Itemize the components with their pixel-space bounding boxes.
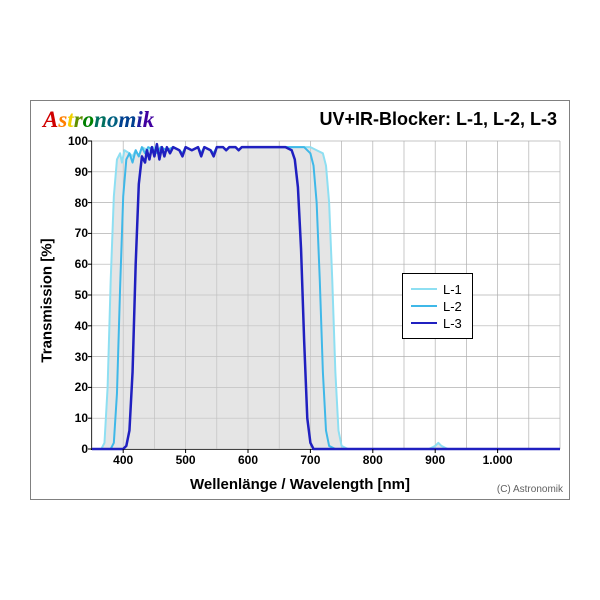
y-tick-label: 80 xyxy=(58,196,88,210)
plot-area: L-1L-2L-3 010203040506070809010040050060… xyxy=(91,141,560,450)
x-tick-label: 600 xyxy=(238,453,258,467)
x-tick-label: 800 xyxy=(363,453,383,467)
x-tick-label: 500 xyxy=(176,453,196,467)
y-tick-label: 60 xyxy=(58,257,88,271)
y-tick-label: 70 xyxy=(58,226,88,240)
legend-label: L-1 xyxy=(443,282,462,297)
legend-item: L-1 xyxy=(411,281,462,297)
y-tick-label: 100 xyxy=(58,134,88,148)
legend-label: L-2 xyxy=(443,299,462,314)
y-tick-label: 40 xyxy=(58,319,88,333)
legend: L-1 L-2 L-3 xyxy=(402,273,473,339)
x-tick-label: 400 xyxy=(113,453,133,467)
x-tick-label: 700 xyxy=(300,453,320,467)
y-tick-label: 20 xyxy=(58,380,88,394)
y-tick-label: 90 xyxy=(58,165,88,179)
copyright-text: (C) Astronomik xyxy=(497,484,563,495)
legend-swatch xyxy=(411,305,437,307)
legend-item: L-3 xyxy=(411,315,462,331)
legend-item: L-2 xyxy=(411,298,462,314)
y-tick-label: 0 xyxy=(58,442,88,456)
y-tick-label: 10 xyxy=(58,411,88,425)
x-tick-label: 900 xyxy=(425,453,445,467)
x-axis-label: Wellenlänge / Wavelength [nm] xyxy=(31,476,569,493)
y-tick-label: 50 xyxy=(58,288,88,302)
chart-svg xyxy=(92,141,560,449)
legend-swatch xyxy=(411,322,437,324)
chart-panel: Astronomik UV+IR-Blocker: L-1, L-2, L-3 … xyxy=(30,100,570,500)
y-tick-label: 30 xyxy=(58,350,88,364)
brand-logo: Astronomik xyxy=(43,107,154,133)
legend-swatch xyxy=(411,288,437,290)
legend-label: L-3 xyxy=(443,316,462,331)
x-tick-label: 1.000 xyxy=(483,453,513,467)
y-axis-label: Transmission [%] xyxy=(37,101,57,499)
chart-title: UV+IR-Blocker: L-1, L-2, L-3 xyxy=(319,109,557,130)
